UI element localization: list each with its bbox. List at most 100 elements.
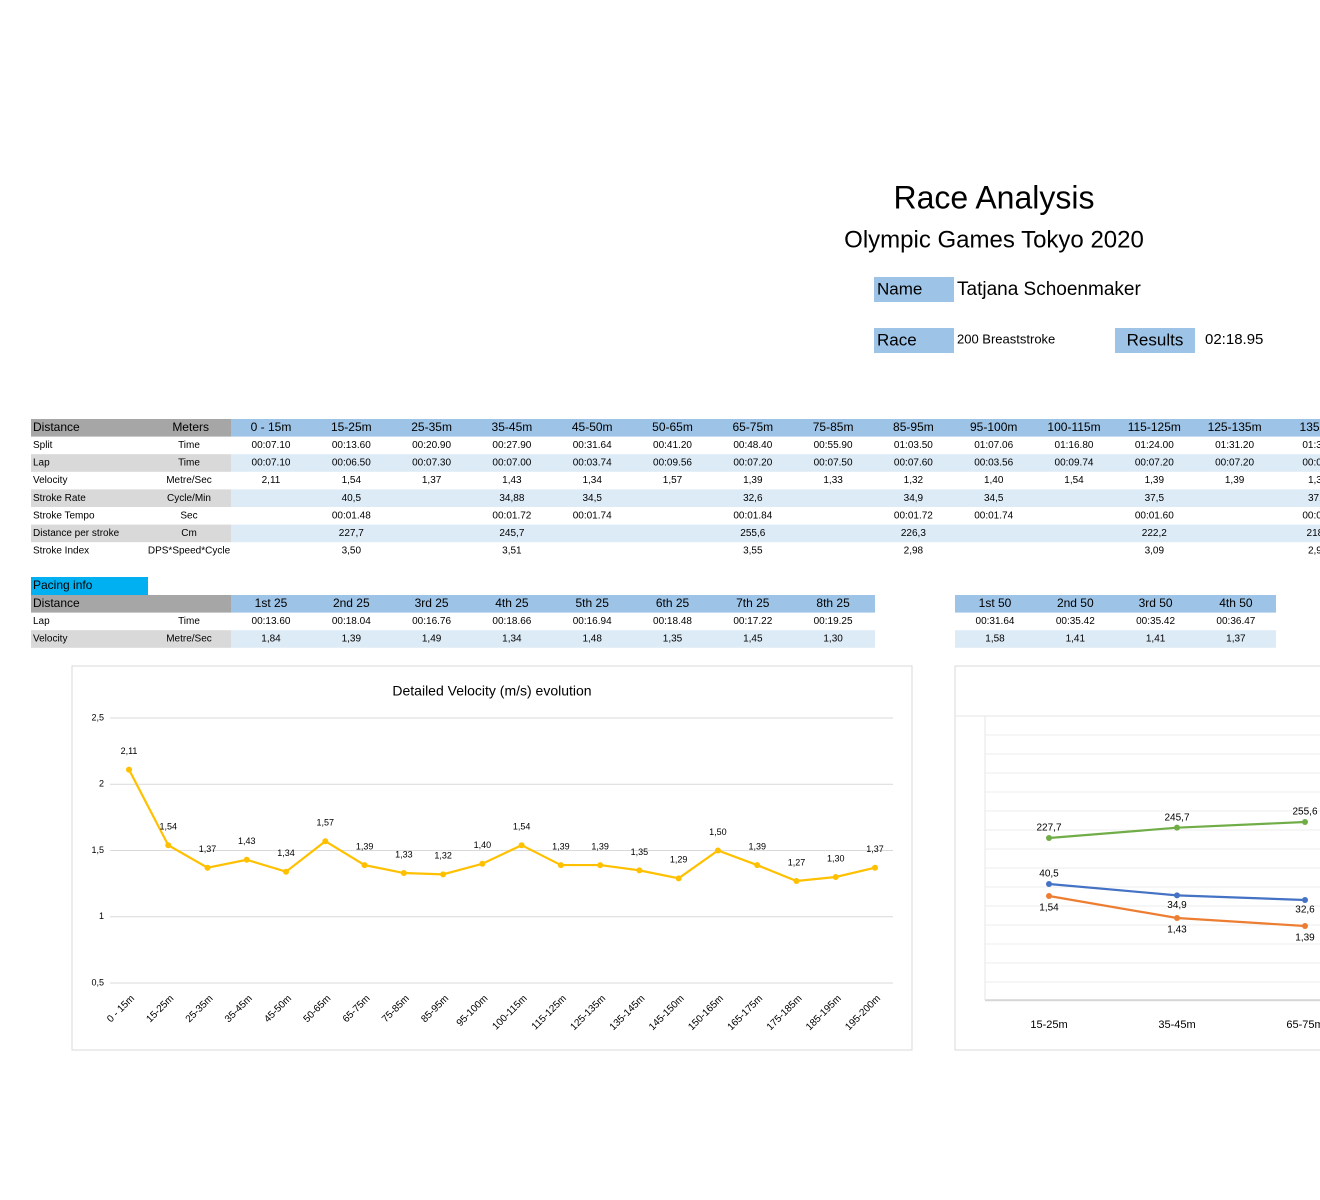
title: Race Analysis (894, 179, 1095, 215)
cell: 227,7 (339, 528, 364, 539)
cell: 00:16.76 (412, 616, 451, 627)
chart-title: Detailed Velocity (m/s) evolution (392, 683, 591, 699)
y-tick-label: 2,5 (91, 712, 104, 722)
column-header: 115-125m (1128, 420, 1181, 434)
cell: 00:07.10 (252, 440, 291, 451)
row-label: Distance per stroke (33, 528, 120, 539)
cell: 1,37 (422, 475, 442, 486)
x-tick-label: 15-25m (1030, 1019, 1067, 1031)
row-bg (231, 454, 1320, 472)
cell: 00:06.50 (332, 458, 371, 469)
cell: 37,5 (1145, 493, 1165, 504)
data-label: 1,29 (670, 855, 688, 865)
row-bg (231, 524, 1320, 543)
cell: 00:01.74 (974, 510, 1013, 521)
data-label: 1,37 (866, 844, 884, 854)
data-label: 1,50 (709, 827, 727, 837)
column-header: 1st 50 (979, 596, 1012, 610)
results-label: Results (1127, 330, 1184, 349)
column-header: 5th 25 (576, 596, 610, 610)
point (165, 842, 172, 849)
cell: 01:07.06 (974, 440, 1013, 451)
cell: 1,39 (743, 475, 763, 486)
column-header: 75-85m (813, 420, 854, 434)
cell: 00:13.60 (332, 440, 371, 451)
row-bg (231, 630, 875, 648)
cell: 00:16.94 (573, 616, 612, 627)
cell: 1,54 (342, 475, 362, 486)
cell: 00:07.50 (814, 458, 853, 469)
results: 02:18.95 (1205, 331, 1263, 348)
data-label: 1,39 (748, 841, 766, 851)
cell: 00:41.20 (653, 440, 692, 451)
row-bg (231, 489, 1320, 507)
cell: 01:16.80 (1055, 440, 1094, 451)
cell: 1,33 (823, 475, 843, 486)
data-label: 1,39 (552, 841, 570, 851)
cell: 1,32 (904, 475, 924, 486)
cell: 1,45 (743, 634, 763, 645)
cell: 1,43 (502, 475, 522, 486)
point (872, 864, 878, 871)
point (1302, 819, 1308, 825)
column-header: 50-65m (652, 420, 693, 434)
row-label: Split (33, 440, 53, 451)
point (283, 868, 290, 875)
cell: 00:01.60 (1135, 510, 1174, 521)
cell: 00:35.42 (1136, 616, 1175, 627)
cell: 00:01.72 (894, 510, 933, 521)
column-header: 6th 25 (656, 596, 690, 610)
cell: 1,40 (984, 475, 1004, 486)
cell: 1,39 (342, 634, 362, 645)
cell: 00:09.56 (653, 458, 692, 469)
cell: 00:18.48 (653, 616, 692, 627)
row-unit: Metre/Sec (166, 634, 212, 645)
cell: 34,5 (984, 493, 1004, 504)
label-box (1115, 328, 1195, 353)
point (361, 862, 368, 869)
column-header: 3rd 50 (1139, 596, 1173, 610)
row-label: Velocity (33, 634, 67, 645)
point (597, 862, 604, 869)
row-unit: Time (178, 616, 200, 627)
cell: 00:20.90 (412, 440, 451, 451)
data-label: 1,54 (513, 822, 531, 832)
column-header: 7th 25 (736, 596, 770, 610)
data-label: 1,33 (395, 849, 413, 859)
column-header: 95-100m (970, 420, 1017, 434)
point (243, 856, 250, 863)
subtitle: Olympic Games Tokyo 2020 (844, 226, 1144, 253)
y-tick-label: 1,5 (91, 845, 104, 855)
cell: 00:07.10 (252, 458, 291, 469)
data-label: 255,6 (1292, 807, 1317, 818)
cell: 34,5 (582, 493, 602, 504)
row-unit: Time (178, 458, 200, 469)
row-label: Lap (33, 616, 50, 627)
data-label: 1,27 (788, 857, 806, 867)
column-header: 135-1 (1300, 420, 1320, 434)
athlete-name: Tatjana Schoenmaker (957, 279, 1141, 300)
data-label: 1,39 (591, 841, 609, 851)
cell: 34,9 (904, 493, 924, 504)
header-bg (231, 595, 875, 613)
label-box (874, 277, 954, 302)
point (1174, 824, 1180, 831)
point (1302, 897, 1308, 903)
cell: 1,3 (1308, 475, 1320, 486)
point (400, 870, 407, 877)
column-header: 4th 25 (495, 596, 529, 610)
header-bg (231, 419, 1320, 437)
row-unit: Metre/Sec (166, 475, 212, 486)
cell: 00:55.90 (814, 440, 853, 451)
point (793, 877, 800, 884)
row-unit: Time (178, 440, 200, 451)
cell: 00:09.74 (1055, 458, 1094, 469)
column-header: 25-35m (411, 420, 452, 434)
cell: 255,6 (740, 528, 765, 539)
name-label: Name (877, 279, 922, 298)
cell: 00:27.90 (492, 440, 531, 451)
row-label: Velocity (33, 475, 67, 486)
header-bg (31, 595, 231, 613)
label-box (874, 328, 954, 353)
